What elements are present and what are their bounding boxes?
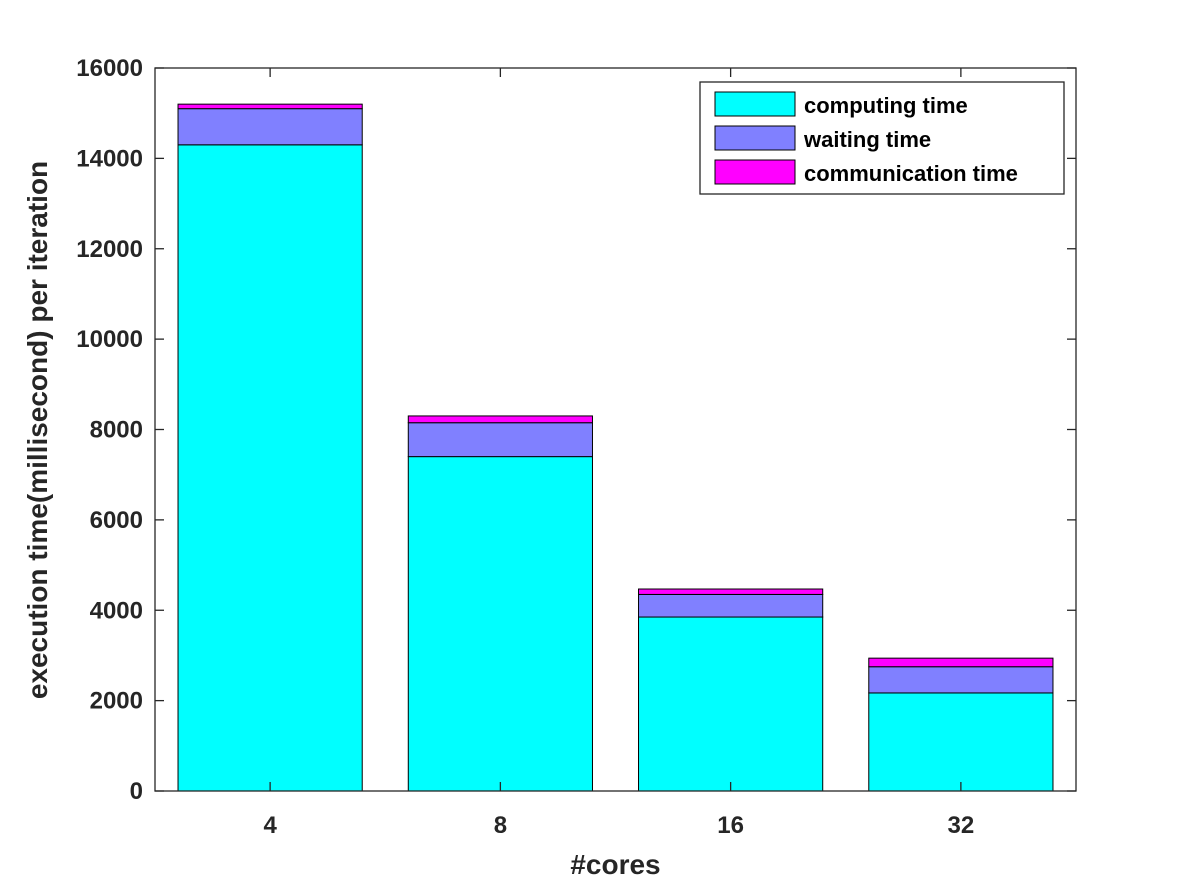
y-tick-labels: 0 2000 4000 6000 8000 10000 12000 14000 16000 [76, 55, 143, 805]
bar-segment-communication-time-32 [868, 657, 1054, 668]
legend-label-computing-time: computing time [804, 93, 968, 118]
legend-swatch-computing-time [714, 91, 796, 117]
x-tick-labels: 4 8 16 32 [263, 812, 974, 839]
y-tick-label: 0 [130, 778, 143, 805]
bar-segment-waiting-time-32 [868, 666, 1054, 694]
x-tick-label: 32 [948, 812, 975, 839]
bar-segment-computing-time-16 [638, 616, 824, 792]
x-tick-label: 8 [494, 812, 507, 839]
x-tick-label: 16 [717, 812, 744, 839]
y-tick-label: 16000 [76, 55, 143, 82]
y-tick-label: 6000 [90, 507, 143, 534]
bar-segment-computing-time-8 [407, 456, 593, 792]
legend-items: computing time waiting time communication … [714, 91, 1018, 186]
x-tick-label: 4 [263, 812, 277, 839]
bar-segment-waiting-time-8 [407, 422, 593, 458]
bar-segment-communication-time-4 [177, 103, 363, 110]
y-axis-title: execution time(millisecond) per iteratio… [22, 161, 53, 699]
bar-segment-computing-time-32 [868, 692, 1054, 792]
legend-label-communication-time: communication time [804, 161, 1018, 186]
legend-swatch-waiting-time [714, 125, 796, 151]
bar-segment-waiting-time-16 [638, 593, 824, 618]
bar-segment-waiting-time-4 [177, 108, 363, 146]
bar-segment-computing-time-4 [177, 144, 363, 792]
legend-swatch-communication-time [714, 159, 796, 185]
ticks-layer [155, 67, 1076, 792]
y-tick-label: 12000 [76, 236, 143, 263]
legend: computing time waiting time communication … [699, 81, 1065, 195]
y-tick-label: 2000 [90, 688, 143, 715]
y-tick-label: 10000 [76, 326, 143, 353]
legend-label-waiting-time: waiting time [803, 127, 931, 152]
bar-segment-communication-time-16 [638, 588, 824, 595]
x-axis-title: #cores [570, 849, 660, 880]
y-tick-label: 4000 [90, 597, 143, 624]
bars-layer [177, 103, 1054, 792]
y-tick-label: 8000 [90, 417, 143, 444]
bar-segment-communication-time-8 [407, 415, 593, 424]
y-tick-label: 14000 [76, 145, 143, 172]
